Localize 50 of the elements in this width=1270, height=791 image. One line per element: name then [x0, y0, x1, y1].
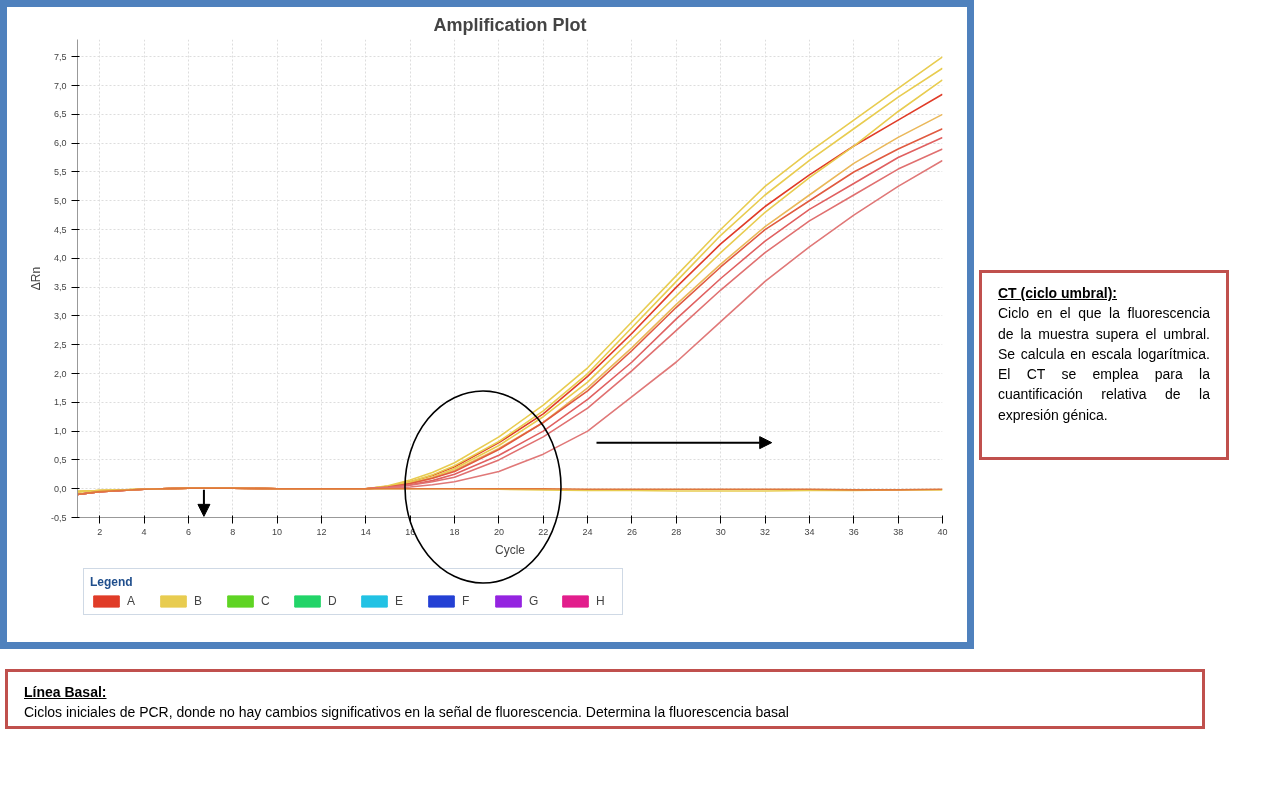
x-tick-label: 8 [230, 526, 236, 537]
y-tick-label: 4,5 [53, 224, 67, 235]
x-tick-label: 36 [848, 526, 859, 537]
legend-label: A [127, 594, 136, 608]
legend-title: Legend [90, 575, 134, 589]
legend-label: B [194, 594, 203, 608]
legend-label: E [395, 594, 404, 608]
x-tick-label: 38 [893, 526, 904, 537]
x-tick-label: 30 [715, 526, 726, 537]
y-tick-label: -0,5 [50, 512, 67, 523]
text: CT (ciclo umbral): Ciclo en el que la fluorescencia de la muestra supera el umbral. Se calcula en escala logarítmica. El CT se emplea para la cuantificación relativa de la expresión génica. [998, 284, 1210, 425]
x-tick-label: 14 [360, 526, 371, 537]
x-tick-label: 6 [185, 526, 191, 537]
legend-label: F [462, 594, 471, 608]
x-tick-label: 10 [272, 526, 283, 537]
x-tick-label: 28 [671, 526, 682, 537]
legend-label: D [328, 594, 338, 608]
x-tick-label: 4 [141, 526, 147, 537]
x-tick-label: 22 [538, 526, 549, 537]
x-tick-label: 2 [97, 526, 103, 537]
y-tick-label: 3,0 [53, 310, 67, 321]
x-tick-label: 32 [760, 526, 771, 537]
legend-label: C [261, 594, 271, 608]
y-tick-label: 7,5 [53, 51, 67, 62]
x-tick-label: 26 [626, 526, 637, 537]
y-tick-label: 0,5 [53, 454, 67, 465]
y-tick-label: 1,5 [53, 397, 67, 408]
legend-label: G [529, 594, 540, 608]
y-tick-label: 3,5 [53, 282, 67, 293]
x-tick-label: 12 [316, 526, 327, 537]
y-tick-label: 6,0 [53, 138, 67, 149]
x-axis-title: Cycle [495, 542, 526, 557]
y-tick-label: 1,0 [53, 426, 67, 437]
y-axis-title: ΔRn [28, 266, 43, 291]
chart-title: Amplification Plot [433, 14, 587, 35]
y-tick-label: 5,5 [53, 166, 67, 177]
y-tick-label: 5,0 [53, 195, 67, 206]
x-tick-label: 18 [449, 526, 460, 537]
y-tick-label: 4,0 [53, 253, 67, 264]
y-tick-label: 6,5 [53, 109, 67, 120]
y-tick-label: 7,0 [53, 80, 67, 91]
x-tick-label: 24 [582, 526, 593, 537]
x-tick-label: 34 [804, 526, 815, 537]
y-tick-label: 0,0 [53, 483, 67, 494]
legend-label: H [596, 594, 606, 608]
x-tick-label: 40 [937, 526, 948, 537]
y-tick-label: 2,0 [53, 368, 67, 379]
text: Línea Basal: Ciclos iniciales de PCR, donde no hay cambios significativos en la señal de fluorescencia. Determina la fluorescencia basal [24, 683, 789, 723]
y-tick-label: 2,5 [53, 339, 67, 350]
x-tick-label: 20 [493, 526, 504, 537]
